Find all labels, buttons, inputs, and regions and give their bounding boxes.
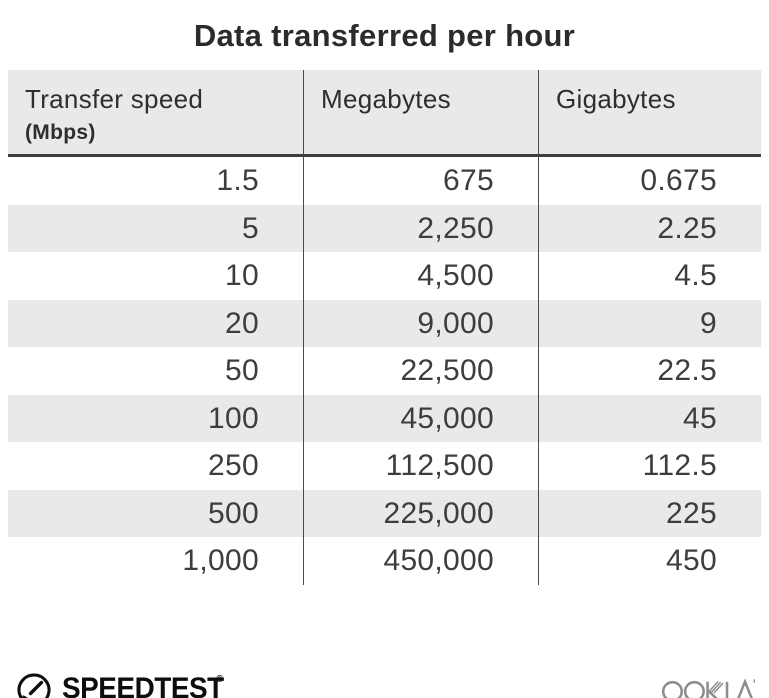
- cell-gigabytes: 4.5: [538, 252, 761, 300]
- column-header-label: Gigabytes: [556, 84, 676, 114]
- cell-gigabytes: 45: [538, 394, 761, 442]
- cell-megabytes: 225,000: [303, 489, 538, 537]
- cell-gigabytes: 450: [538, 537, 761, 585]
- table-row: 1,000 450,000 450: [8, 537, 761, 585]
- cell-speed: 250: [208, 449, 259, 482]
- cell-gigabytes: 112.5: [538, 442, 761, 490]
- cell-megabytes: 9,000: [303, 299, 538, 347]
- column-header-label: Transfer speed: [25, 84, 204, 114]
- infographic-page: Data transferred per hour Transfer speed…: [0, 17, 769, 698]
- registered-trademark-mark: ®: [216, 674, 223, 685]
- cell-speed: 500: [208, 496, 259, 530]
- cell-megabytes: 2,250: [303, 204, 538, 252]
- cell-speed: 100: [208, 401, 259, 435]
- footer: SPEEDTEST®: [14, 667, 757, 698]
- table-row: 10 4,500 4.5: [8, 252, 761, 300]
- speedtest-gauge-icon: [17, 673, 51, 698]
- cell-gigabytes: 0.675: [538, 157, 761, 205]
- page-title: Data transferred per hour: [193, 18, 576, 53]
- column-header-megabytes: Megabytes: [303, 70, 538, 154]
- data-table: Transfer speed (Mbps) Megabytes Gigabyte…: [8, 70, 761, 585]
- cell-megabytes: 450,000: [303, 537, 538, 585]
- speedtest-label: SPEEDTEST: [62, 672, 224, 698]
- speedtest-wordmark: SPEEDTEST®: [62, 672, 230, 698]
- ookla-logo: [661, 671, 757, 698]
- cell-megabytes: 45,000: [303, 394, 538, 442]
- table-row: 500 225,000 225: [8, 489, 761, 537]
- cell-speed: 1,000: [182, 544, 259, 577]
- column-header-unit: (Mbps): [25, 121, 96, 144]
- table-row: 20 9,000 9: [8, 299, 761, 347]
- table-header-row: Transfer speed (Mbps) Megabytes Gigabyte…: [8, 70, 761, 157]
- cell-gigabytes: 22.5: [538, 347, 761, 395]
- cell-speed: 20: [225, 306, 259, 340]
- cell-megabytes: 112,500: [303, 442, 538, 490]
- speedtest-logo: SPEEDTEST®: [14, 669, 243, 698]
- table-row: 100 45,000 45: [8, 394, 761, 442]
- cell-speed: 1.5: [216, 164, 259, 197]
- cell-speed: 50: [225, 354, 259, 387]
- cell-megabytes: 4,500: [303, 252, 538, 300]
- cell-speed: 10: [225, 259, 259, 292]
- table-row: 50 22,500 22.5: [8, 347, 761, 395]
- table-row: 250 112,500 112.5: [8, 442, 761, 490]
- table-row: 1.5 675 0.675: [8, 157, 761, 205]
- ookla-wordmark-icon: [661, 677, 755, 698]
- cell-gigabytes: 225: [538, 489, 761, 537]
- column-header-gigabytes: Gigabytes: [538, 70, 761, 154]
- cell-megabytes: 22,500: [303, 347, 538, 395]
- cell-gigabytes: 9: [538, 299, 761, 347]
- cell-megabytes: 675: [303, 157, 538, 205]
- column-header-transfer-speed: Transfer speed (Mbps): [8, 70, 303, 154]
- cell-gigabytes: 2.25: [538, 204, 761, 252]
- table-row: 5 2,250 2.25: [8, 204, 761, 252]
- cell-speed: 5: [242, 211, 259, 245]
- column-header-label: Megabytes: [321, 84, 451, 114]
